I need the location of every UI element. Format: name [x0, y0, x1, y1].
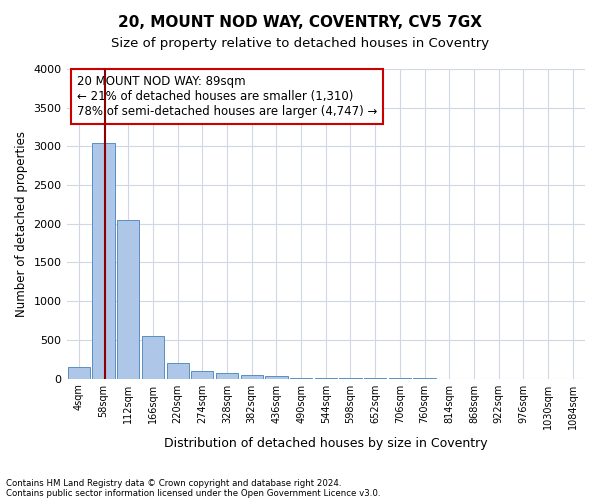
Text: Contains HM Land Registry data © Crown copyright and database right 2024.: Contains HM Land Registry data © Crown c… — [6, 478, 341, 488]
Text: 20, MOUNT NOD WAY, COVENTRY, CV5 7GX: 20, MOUNT NOD WAY, COVENTRY, CV5 7GX — [118, 15, 482, 30]
Text: 20 MOUNT NOD WAY: 89sqm
← 21% of detached houses are smaller (1,310)
78% of semi: 20 MOUNT NOD WAY: 89sqm ← 21% of detache… — [77, 75, 377, 118]
Text: Contains public sector information licensed under the Open Government Licence v3: Contains public sector information licen… — [6, 488, 380, 498]
Bar — [265, 376, 287, 378]
Bar — [167, 363, 189, 378]
Bar — [68, 367, 90, 378]
Bar — [142, 336, 164, 378]
Bar — [191, 371, 214, 378]
Bar — [216, 373, 238, 378]
Text: Size of property relative to detached houses in Coventry: Size of property relative to detached ho… — [111, 38, 489, 51]
Bar — [117, 220, 139, 378]
Bar — [92, 142, 115, 378]
Bar — [241, 374, 263, 378]
Y-axis label: Number of detached properties: Number of detached properties — [15, 131, 28, 317]
X-axis label: Distribution of detached houses by size in Coventry: Distribution of detached houses by size … — [164, 437, 488, 450]
